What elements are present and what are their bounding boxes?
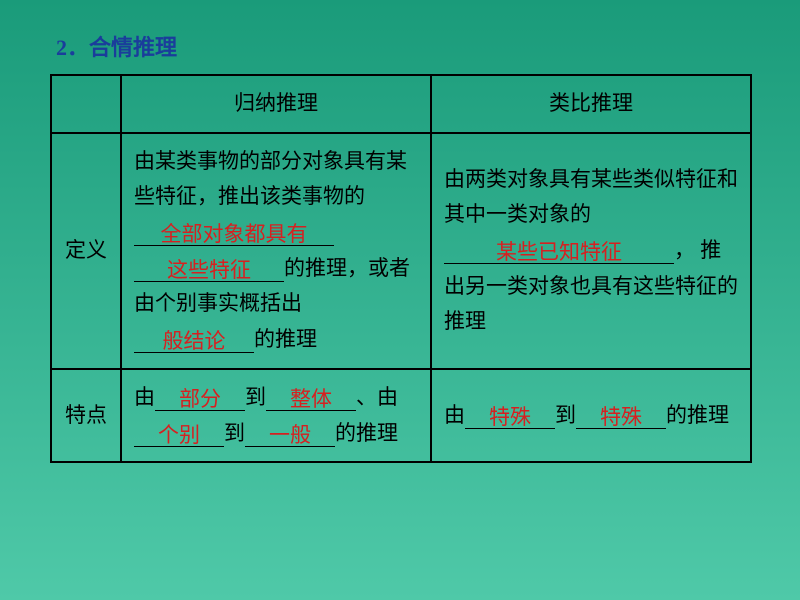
definition-row: 定义 由某类事物的部分对象具有某些特征，推出该类事物的 全部对象都具有 这些特征… xyxy=(51,133,751,369)
feat-analogical-cell: 由特殊到特殊的推理 xyxy=(431,369,751,462)
row2-label: 特点 xyxy=(51,369,121,462)
def1-fill1: 全部对象都具有 xyxy=(161,222,308,246)
section-heading: 2．合情推理 xyxy=(50,30,750,62)
row1-label: 定义 xyxy=(51,133,121,369)
f1-fill4: 一般 xyxy=(269,423,311,447)
f1-t3: 、由 xyxy=(356,385,398,409)
def1-fill1b: 这些特征 xyxy=(167,258,251,282)
def-inductive-cell: 由某类事物的部分对象具有某些特征，推出该类事物的 全部对象都具有 这些特征的推理… xyxy=(121,133,431,369)
feat-inductive-cell: 由部分到整体、由个别到一般的推理 xyxy=(121,369,431,462)
def2-punct: ， xyxy=(674,238,695,262)
f1-t4: 到 xyxy=(224,421,245,445)
f1-fill2: 整体 xyxy=(290,387,332,411)
col2-header: 类比推理 xyxy=(431,75,751,133)
def1-pre: 由某类事物的部分对象具有某些特征，推出该类事物的 xyxy=(134,149,407,209)
f1-t2: 到 xyxy=(245,385,266,409)
heading-number: 2． xyxy=(56,35,89,60)
f2-fill1: 特殊 xyxy=(489,405,531,429)
def2-pre: 由两类对象具有某些类似特征和其中一类对象的 xyxy=(444,167,738,227)
def1-post: 的推理 xyxy=(254,327,317,351)
f2-t2: 到 xyxy=(555,403,576,427)
f2-t1: 由 xyxy=(444,403,465,427)
f1-fill3: 个别 xyxy=(158,423,200,447)
col1-header: 归纳推理 xyxy=(121,75,431,133)
f2-fill2: 特殊 xyxy=(600,405,642,429)
f1-t1: 由 xyxy=(134,385,155,409)
def1-fill2: 般结论 xyxy=(163,329,226,353)
corner-cell xyxy=(51,75,121,133)
f2-t3: 的推理 xyxy=(666,403,729,427)
def2-fill1: 某些已知特征 xyxy=(496,240,622,264)
feature-row: 特点 由部分到整体、由个别到一般的推理 由特殊到特殊的推理 xyxy=(51,369,751,462)
f1-t5: 的推理 xyxy=(335,421,398,445)
header-row: 归纳推理 类比推理 xyxy=(51,75,751,133)
reasoning-table: 归纳推理 类比推理 定义 由某类事物的部分对象具有某些特征，推出该类事物的 全部… xyxy=(50,74,752,463)
heading-text: 合情推理 xyxy=(89,35,177,60)
def-analogical-cell: 由两类对象具有某些类似特征和其中一类对象的 某些已知特征， 推出另一类对象也具有… xyxy=(431,133,751,369)
f1-fill1: 部分 xyxy=(179,387,221,411)
